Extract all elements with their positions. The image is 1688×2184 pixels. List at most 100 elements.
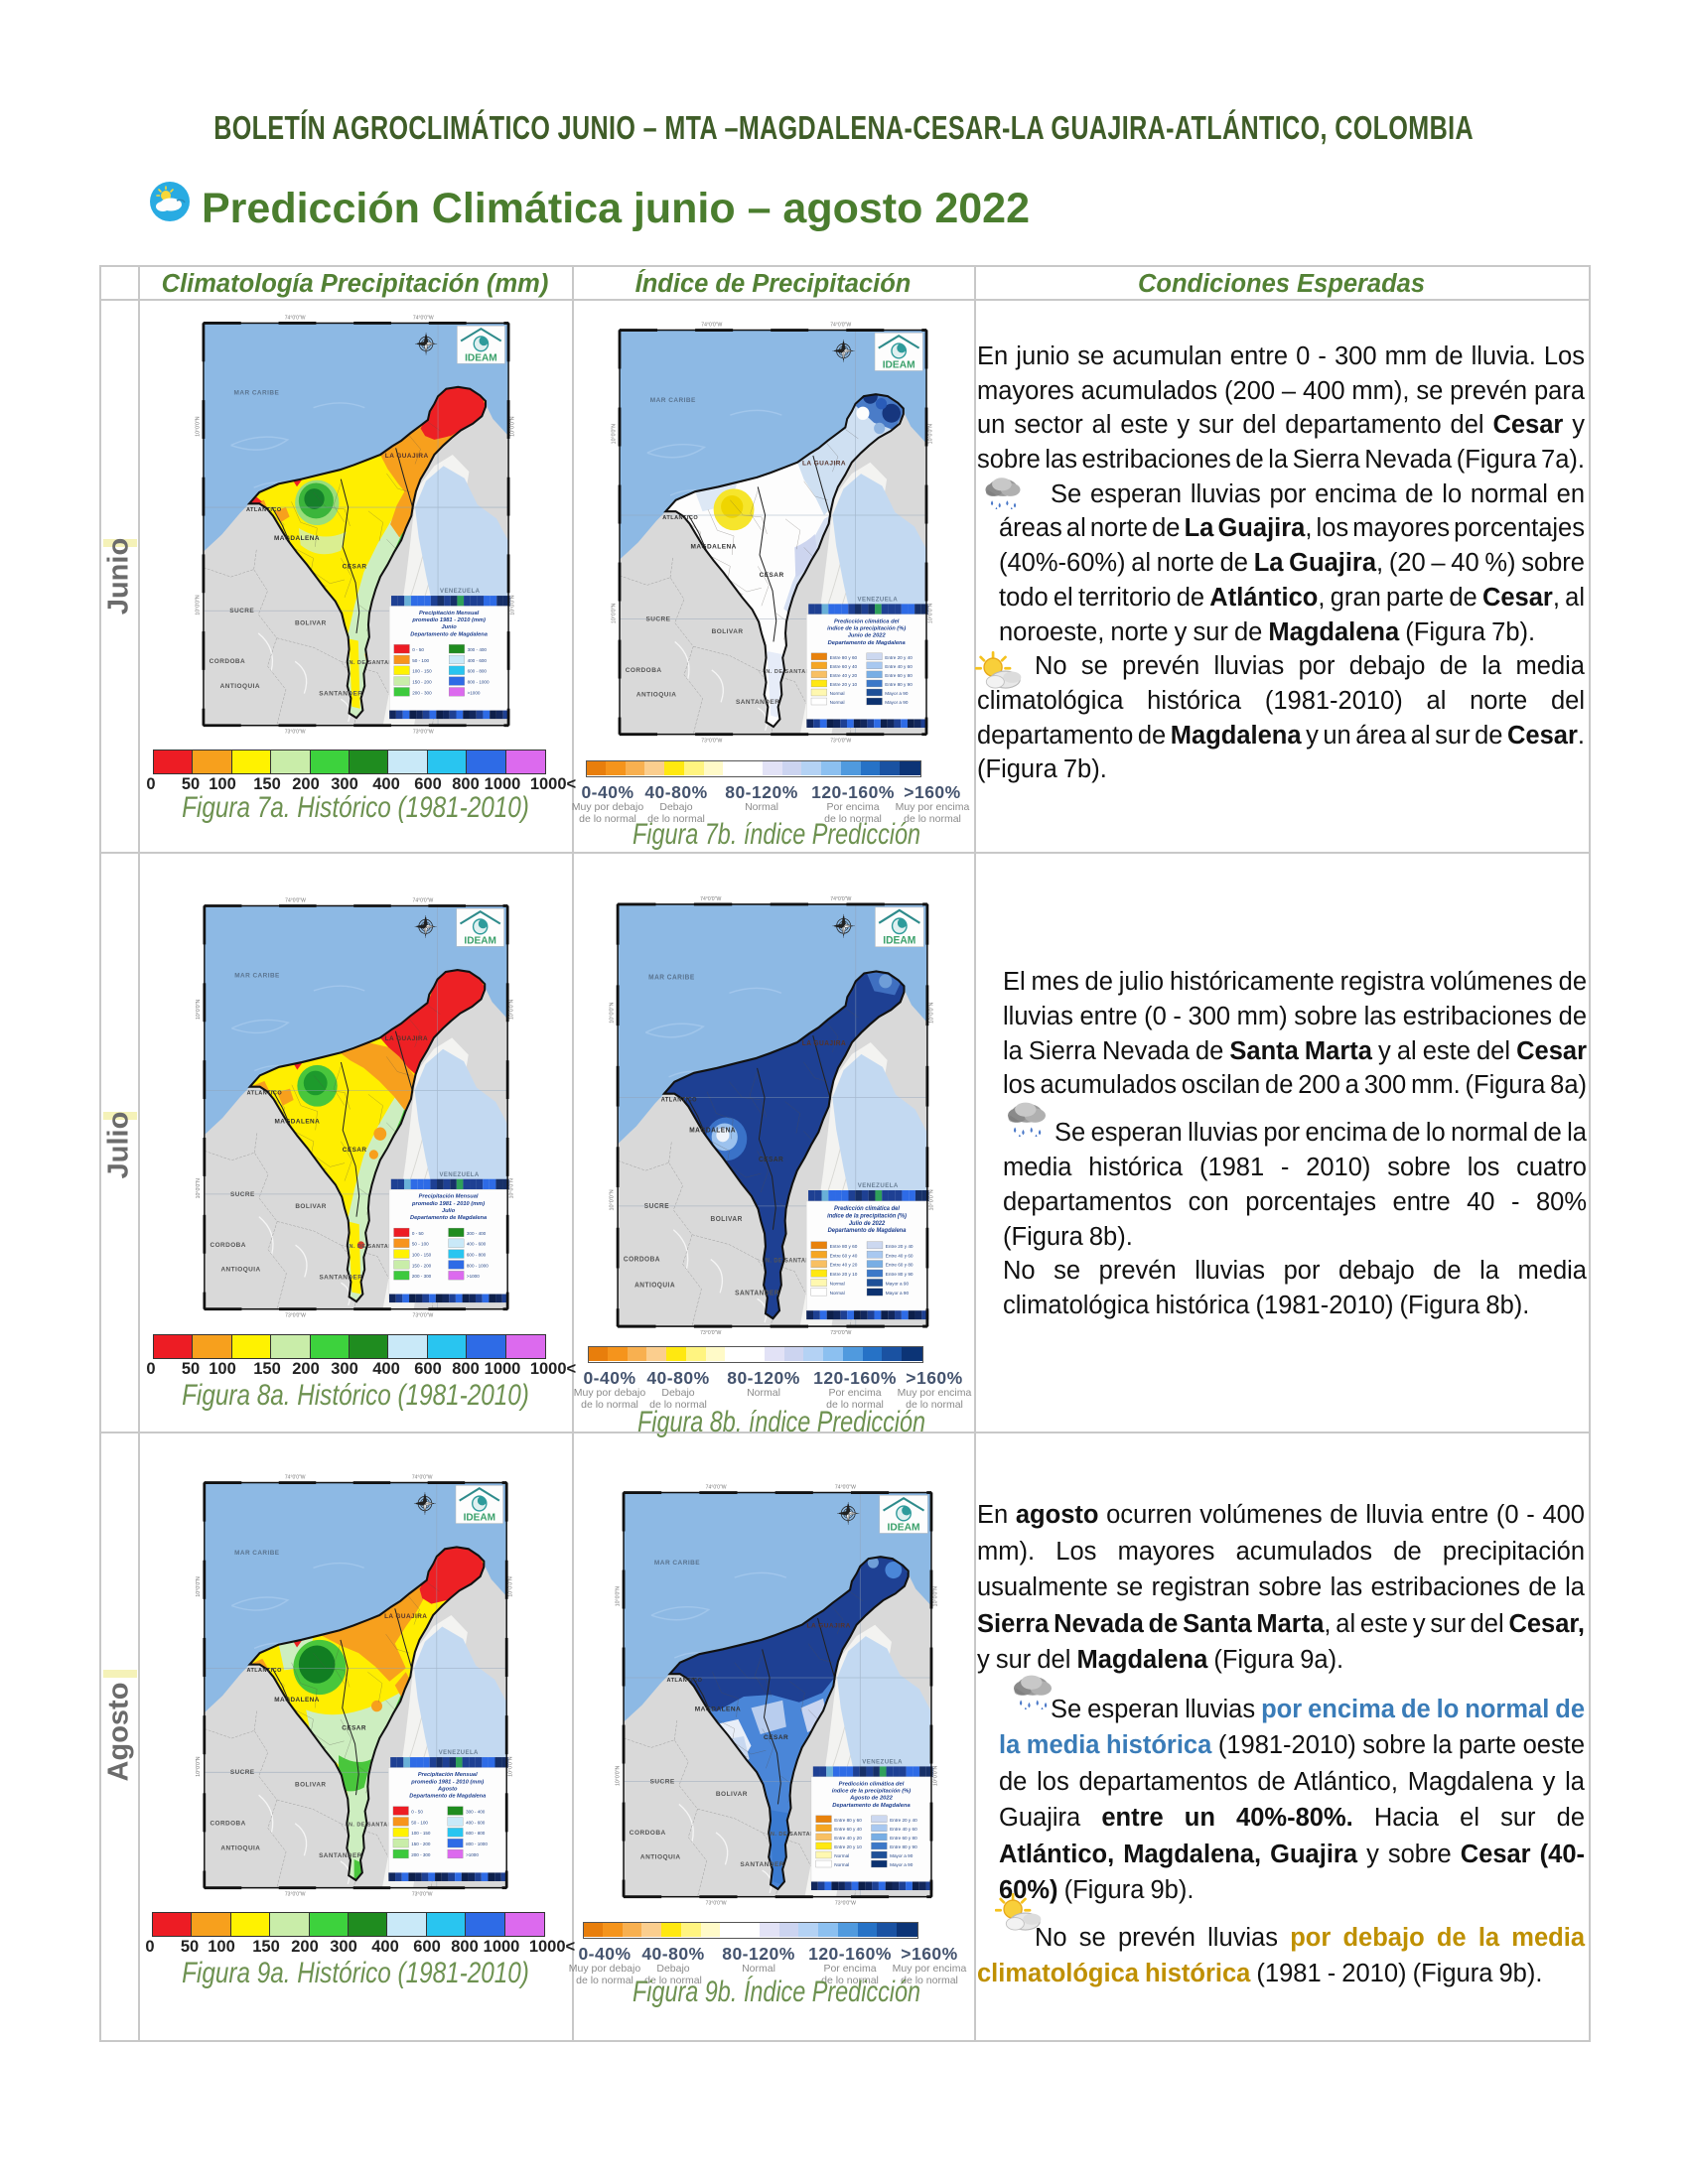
svg-text:Entre 80 y 60: Entre 80 y 60 <box>830 655 858 660</box>
svg-text:74°0'0"W: 74°0'0"W <box>706 1485 727 1491</box>
svg-text:300 - 400: 300 - 400 <box>466 1809 486 1814</box>
svg-text:400 - 600: 400 - 600 <box>466 1820 486 1825</box>
svg-text:10°0'0"N: 10°0'0"N <box>611 424 617 445</box>
svg-text:74°0'0"W: 74°0'0"W <box>830 323 851 329</box>
svg-text:ANTIOQUIA: ANTIOQUIA <box>220 1267 260 1274</box>
svg-text:CORDOBA: CORDOBA <box>630 1830 666 1837</box>
svg-text:200 - 300: 200 - 300 <box>412 1274 432 1279</box>
svg-text:SANTANDER: SANTANDER <box>319 1852 362 1859</box>
svg-text:promedio 1981 - 2010 (mm): promedio 1981 - 2010 (mm) <box>410 1779 484 1785</box>
svg-text:ANTIOQUIA: ANTIOQUIA <box>220 1844 260 1851</box>
svg-text:Entre 20 y 10: Entre 20 y 10 <box>830 682 858 687</box>
svg-text:ATLANTICO: ATLANTICO <box>667 1678 703 1684</box>
svg-text:MAR CARIBE: MAR CARIBE <box>654 1560 700 1567</box>
svg-text:LA GUAJIRA: LA GUAJIRA <box>802 1040 846 1047</box>
svg-text:800 - 1000: 800 - 1000 <box>467 1263 489 1268</box>
svg-text:Agosto: Agosto <box>437 1786 458 1792</box>
svg-text:N. DE SANTANDER: N. DE SANTANDER <box>771 1832 828 1838</box>
svg-text:SANTANDER: SANTANDER <box>319 690 362 697</box>
svg-text:100 - 150: 100 - 150 <box>412 669 432 674</box>
svg-text:Entre 60 y 80: Entre 60 y 80 <box>886 1263 914 1269</box>
svg-text:Departamento de Magdalena: Departamento de Magdalena <box>832 1803 911 1809</box>
svg-text:CESAR: CESAR <box>343 1147 367 1154</box>
svg-text:0 - 50: 0 - 50 <box>412 647 424 652</box>
svg-text:Predicción climática del: Predicción climática del <box>839 1781 905 1787</box>
svg-text:10°0'0"N: 10°0'0"N <box>196 1756 202 1777</box>
svg-text:MAGDALENA: MAGDALENA <box>274 1119 320 1126</box>
svg-text:CORDOBA: CORDOBA <box>210 658 246 665</box>
svg-text:ATLANTICO: ATLANTICO <box>246 1668 282 1674</box>
svg-text:10°0'0"N: 10°0'0"N <box>195 416 201 437</box>
svg-text:Departamento de Magdalena: Departamento de Magdalena <box>828 640 907 646</box>
svg-text:Entre 80 y 90: Entre 80 y 90 <box>890 1844 917 1849</box>
svg-text:índice de la precipitación (%): índice de la precipitación (%) <box>827 626 906 632</box>
svg-text:Julio: Julio <box>442 1208 456 1214</box>
svg-text:IDEAM: IDEAM <box>883 934 915 946</box>
svg-text:VENEZUELA: VENEZUELA <box>862 1758 903 1765</box>
svg-text:Precipitación Mensual: Precipitación Mensual <box>419 611 480 616</box>
svg-text:ATLANTICO: ATLANTICO <box>661 1097 697 1103</box>
svg-text:CORDOBA: CORDOBA <box>211 1242 246 1249</box>
svg-text:VENEZUELA: VENEZUELA <box>858 1182 899 1189</box>
svg-text:74°0'0"W: 74°0'0"W <box>413 316 434 322</box>
svg-text:MAR CARIBE: MAR CARIBE <box>234 973 280 980</box>
svg-text:Normal: Normal <box>830 691 845 696</box>
svg-text:LA GUAJIRA: LA GUAJIRA <box>385 453 429 460</box>
svg-text:MAGDALENA: MAGDALENA <box>274 535 320 542</box>
svg-text:10°0'0"N: 10°0'0"N <box>510 595 516 615</box>
svg-text:Entre 80 y 60: Entre 80 y 60 <box>830 1244 858 1250</box>
svg-text:74°0'0"W: 74°0'0"W <box>700 896 721 902</box>
svg-text:300 - 400: 300 - 400 <box>467 1231 487 1236</box>
svg-text:74°0'0"W: 74°0'0"W <box>285 316 306 322</box>
svg-text:SANTANDER: SANTANDER <box>735 1290 779 1297</box>
svg-text:promedio 1981 - 2010 (mm): promedio 1981 - 2010 (mm) <box>411 617 486 623</box>
svg-text:Entre 80 y 90: Entre 80 y 90 <box>886 1272 914 1278</box>
svg-text:CESAR: CESAR <box>342 1724 366 1731</box>
svg-text:IDEAM: IDEAM <box>465 352 497 363</box>
svg-text:50 - 100: 50 - 100 <box>412 1242 429 1247</box>
svg-text:10°0'0"N: 10°0'0"N <box>929 1002 935 1023</box>
svg-text:10°0'0"N: 10°0'0"N <box>933 1586 939 1607</box>
svg-text:73°0'0"W: 73°0'0"W <box>413 1312 434 1318</box>
svg-text:Precipitación Mensual: Precipitación Mensual <box>419 1194 479 1200</box>
svg-text:LA GUAJIRA: LA GUAJIRA <box>385 1035 428 1042</box>
svg-text:LA GUAJIRA: LA GUAJIRA <box>384 1613 427 1620</box>
svg-text:MAGDALENA: MAGDALENA <box>274 1697 320 1704</box>
svg-text:200 - 300: 200 - 300 <box>411 1852 431 1857</box>
svg-text:150 - 200: 150 - 200 <box>412 1263 432 1268</box>
svg-text:índice de la precipitación (%): índice de la precipitación (%) <box>827 1213 907 1219</box>
svg-text:10°0'0"N: 10°0'0"N <box>933 1765 939 1786</box>
svg-text:74°0'0"W: 74°0'0"W <box>835 1485 856 1491</box>
svg-text:Agosto de 2022: Agosto de 2022 <box>849 1796 893 1802</box>
svg-text:IDEAM: IDEAM <box>888 1522 920 1533</box>
svg-text:0 - 50: 0 - 50 <box>412 1231 424 1236</box>
svg-text:800 - 1000: 800 - 1000 <box>466 1842 488 1846</box>
svg-text:74°0'0"W: 74°0'0"W <box>412 1475 433 1481</box>
svg-text:MAR CARIBE: MAR CARIBE <box>648 974 695 981</box>
svg-text:Mayor a 90: Mayor a 90 <box>886 1281 910 1287</box>
svg-text:>1000: >1000 <box>467 1274 480 1279</box>
svg-text:73°0'0"W: 73°0'0"W <box>700 1330 721 1336</box>
svg-text:74°0'0"W: 74°0'0"W <box>285 898 306 904</box>
svg-text:N. DE SANTANDER: N. DE SANTANDER <box>349 660 405 666</box>
svg-text:LA GUAJIRA: LA GUAJIRA <box>807 1622 851 1629</box>
svg-text:73°0'0"W: 73°0'0"W <box>835 1900 856 1906</box>
svg-text:MAGDALENA: MAGDALENA <box>690 543 736 550</box>
svg-text:BOLIVAR: BOLIVAR <box>712 628 744 635</box>
svg-text:Entre 60 y 40: Entre 60 y 40 <box>834 1827 862 1832</box>
svg-text:N. DE SANTANDER: N. DE SANTANDER <box>766 669 823 675</box>
svg-text:10°0'0"N: 10°0'0"N <box>610 1002 616 1023</box>
svg-text:300 - 400: 300 - 400 <box>468 647 488 652</box>
svg-text:Departamento de Magdalena: Departamento de Magdalena <box>828 1228 907 1234</box>
svg-text:Mayor a 90: Mayor a 90 <box>885 691 909 696</box>
svg-text:10°0'0"N: 10°0'0"N <box>928 603 934 623</box>
svg-text:SUCRE: SUCRE <box>230 1769 255 1776</box>
svg-text:CORDOBA: CORDOBA <box>210 1821 245 1828</box>
svg-text:ANTIOQUIA: ANTIOQUIA <box>636 692 677 699</box>
svg-text:10°0'0"N: 10°0'0"N <box>509 1178 515 1199</box>
svg-text:Entre 20 y 10: Entre 20 y 10 <box>834 1844 862 1849</box>
svg-text:150 - 200: 150 - 200 <box>412 679 432 684</box>
svg-text:CESAR: CESAR <box>764 1734 788 1741</box>
svg-text:Normal: Normal <box>830 1291 845 1297</box>
svg-text:Entre 40 y 60: Entre 40 y 60 <box>890 1827 917 1832</box>
